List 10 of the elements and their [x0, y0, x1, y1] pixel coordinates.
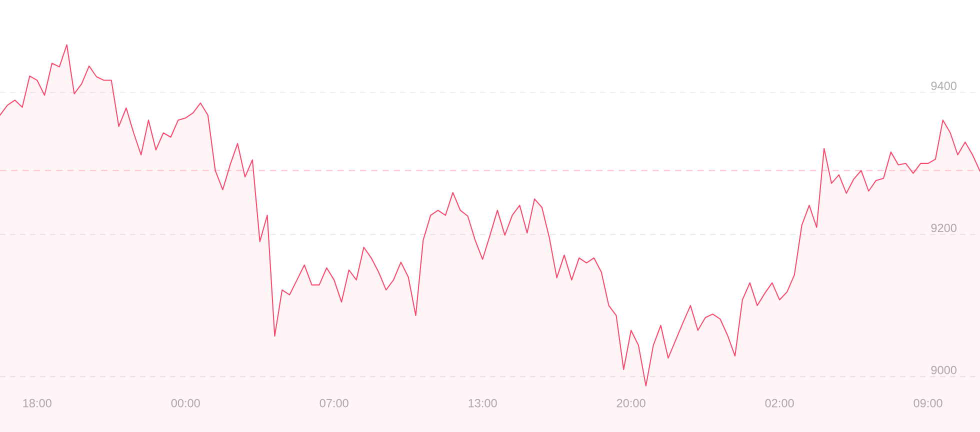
y-tick-label: 9000 — [931, 366, 956, 374]
x-tick-label: 20:00 — [616, 398, 646, 408]
x-tick-label: 18:00 — [23, 398, 52, 408]
x-tick-label: 09:00 — [914, 398, 942, 408]
y-tick-label: 9200 — [931, 224, 956, 232]
x-tick-label: 13:00 — [468, 398, 497, 408]
y-tick-label: 9400 — [931, 82, 956, 90]
x-tick-label: 02:00 — [765, 398, 794, 408]
x-tick-label: 07:00 — [320, 398, 348, 408]
x-tick-label: 00:00 — [171, 398, 200, 408]
